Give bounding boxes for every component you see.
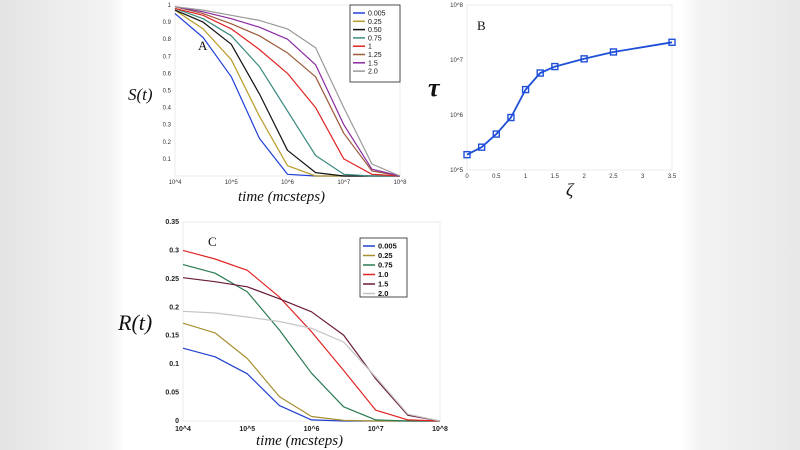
y-axis-label: S(t) [128, 85, 153, 104]
series-line-1.25 [174, 6, 401, 177]
legend-box [349, 4, 401, 83]
data-point [668, 38, 676, 46]
legend-entry: 1.5 [378, 280, 388, 289]
y-tick-label: 0.8 [163, 37, 172, 43]
y-tick-label: 0.35 [165, 219, 179, 226]
x-tick-label: 3.5 [668, 174, 677, 180]
series-line-0.75 [182, 264, 440, 422]
y-axis-label: R(t) [117, 310, 152, 335]
panel-label: C [208, 234, 217, 249]
y-tick-label: 0.25 [165, 276, 179, 283]
y-tick-label: 0.3 [169, 247, 179, 254]
panel-label: A [198, 38, 208, 53]
y-tick-label: 0.2 [163, 140, 172, 146]
x-tick-label: 10^4 [169, 180, 182, 186]
y-tick-label: 0.7 [163, 54, 172, 60]
data-point [492, 130, 500, 138]
y-tick-label: 0.6 [163, 71, 172, 77]
y-tick-label: 0.15 [165, 333, 179, 340]
legend-entry: 2.0 [378, 289, 388, 298]
legend-box [359, 237, 408, 298]
legend-entry: 1.5 [368, 60, 378, 67]
x-tick-label: 10^5 [225, 180, 238, 186]
x-tick-label: 10^7 [337, 180, 350, 186]
series-line-2.0 [182, 310, 441, 422]
x-tick-label: 0.5 [492, 174, 501, 180]
y-tick-label: 10^8 [450, 3, 463, 9]
y-tick-label: 0.4 [163, 106, 172, 112]
data-point [580, 55, 588, 63]
panel-label: B [477, 18, 486, 33]
legend-entry: 2.0 [368, 69, 378, 76]
x-tick-label: 3 [641, 174, 645, 180]
legend-entry: 0.25 [368, 19, 382, 26]
plot-area [466, 4, 673, 171]
y-tick-label: 0.3 [163, 123, 172, 129]
series-line-2.0 [174, 6, 401, 177]
legend-entry: 1.0 [378, 270, 388, 279]
legend-entry: 0.005 [368, 11, 386, 18]
x-tick-label: 2 [582, 174, 586, 180]
x-tick-label: 10^6 [281, 180, 294, 186]
y-tick-label: 0.1 [169, 361, 179, 368]
x-tick-label: 1 [524, 174, 528, 180]
data-point [609, 48, 618, 56]
x-tick-label: 0 [465, 174, 469, 180]
x-tick-label: 2.5 [609, 174, 618, 180]
x-tick-label: 10^6 [304, 425, 320, 433]
legend-entry: 0.50 [368, 27, 382, 34]
y-axis-label: τ [428, 73, 441, 102]
series-line-1 [174, 7, 401, 177]
data-point [521, 85, 530, 94]
x-axis-label: ζ [566, 180, 575, 200]
y-tick-label: 0.1 [163, 157, 172, 163]
legend-entry: 1.25 [368, 52, 382, 59]
y-tick-label: 10^5 [450, 168, 463, 174]
chart-panel-B: 0 0.5 1 1.5 2 2.5 3 3.5 10^5 10^6 10^7 10^8 Bτ ζ [428, 3, 677, 200]
data-point [551, 62, 559, 71]
y-tick-label: 1 [168, 3, 172, 9]
series-line-1.5 [174, 6, 401, 177]
y-tick-label: 0.05 [165, 390, 179, 397]
legend-entry: 1 [368, 44, 372, 51]
legend-entry: 0.005 [378, 242, 397, 251]
data-point [477, 143, 486, 151]
chart-panel-A: 10^4 10^5 10^6 10^7 10^8 0.1 0.2 0.3 0.4 0.5 0.6 0.… [128, 3, 407, 205]
series-line-1.5 [182, 277, 441, 422]
x-axis-label: time (mcsteps) [256, 433, 343, 449]
data-point [507, 113, 515, 122]
x-tick-label: 10^4 [175, 425, 191, 433]
series-line-1.0 [182, 249, 441, 422]
data-point [463, 150, 471, 159]
legend-entry: 0.75 [368, 35, 382, 42]
series-line [466, 41, 673, 156]
x-tick-label: 10^5 [239, 425, 255, 433]
y-tick-label: 10^7 [450, 58, 463, 64]
x-axis-label: time (mcsteps) [238, 189, 325, 205]
y-tick-label: 10^6 [450, 113, 463, 119]
legend-entry: 0.75 [378, 261, 393, 270]
data-point [536, 69, 544, 77]
chart-panel-C: 10^4 10^5 10^6 10^7 10^800.050.10.150.20.250… [117, 219, 448, 449]
y-tick-label: 0 [175, 418, 179, 425]
y-tick-label: 0.2 [169, 304, 179, 311]
x-tick-label: 10^8 [394, 180, 407, 186]
x-tick-label: 1.5 [551, 174, 560, 180]
y-tick-label: 0.9 [163, 20, 172, 26]
y-tick-label: 0.5 [163, 89, 172, 95]
series-line-0.75 [174, 7, 400, 177]
x-tick-label: 10^7 [368, 425, 384, 433]
x-tick-label: 10^8 [432, 425, 448, 433]
legend-entry: 0.25 [378, 251, 393, 260]
